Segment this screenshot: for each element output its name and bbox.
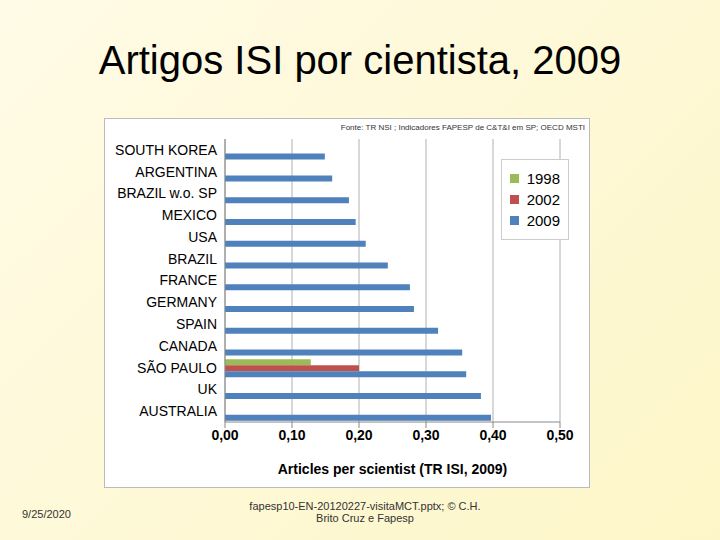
- svg-text:SPAIN: SPAIN: [176, 316, 217, 332]
- svg-text:SOUTH KOREA: SOUTH KOREA: [115, 142, 218, 158]
- html-text:Fonte: TR NSI ; Indicadores FA: Fonte: TR NSI ; Indicadores FAPESP de C&…: [340, 123, 585, 132]
- html-text:Artigos ISI por cientista, 200: Artigos ISI por cientista, 2009: [98, 38, 622, 82]
- svg-text:0,40: 0,40: [479, 427, 506, 443]
- svg-text:0,30: 0,30: [412, 427, 439, 443]
- svg-text:MEXICO: MEXICO: [162, 207, 217, 223]
- html-text:2002: 2002: [526, 191, 560, 208]
- svg-text:USA: USA: [188, 229, 217, 245]
- html-text:fapesp10-EN-20120227-visitaMCT: fapesp10-EN-20120227-visitaMCT.pptx; © C…: [249, 500, 481, 524]
- svg-text:BRAZIL: BRAZIL: [168, 251, 217, 267]
- svg-text:0,50: 0,50: [546, 427, 573, 443]
- html-text:2009: 2009: [526, 212, 560, 229]
- svg-text:ARGENTINA: ARGENTINA: [135, 164, 217, 180]
- svg-text:BRAZIL w.o. SP: BRAZIL w.o. SP: [117, 185, 217, 201]
- svg-text:Articles per scientist (TR ISI: Articles per scientist (TR ISI, 2009): [278, 461, 508, 477]
- svg-text:0,20: 0,20: [345, 427, 372, 443]
- svg-text:CANADA: CANADA: [159, 338, 218, 354]
- svg-text:0,00: 0,00: [211, 427, 238, 443]
- svg-text:FRANCE: FRANCE: [159, 272, 217, 288]
- html-text:9/25/2020: 9/25/2020: [22, 508, 71, 520]
- svg-text:GERMANY: GERMANY: [146, 294, 217, 310]
- html-text:1998: 1998: [526, 170, 560, 187]
- svg-text:SÃO PAULO: SÃO PAULO: [137, 360, 217, 376]
- svg-text:AUSTRALIA: AUSTRALIA: [139, 403, 217, 419]
- svg-text:0,10: 0,10: [278, 427, 305, 443]
- svg-text:UK: UK: [198, 381, 218, 397]
